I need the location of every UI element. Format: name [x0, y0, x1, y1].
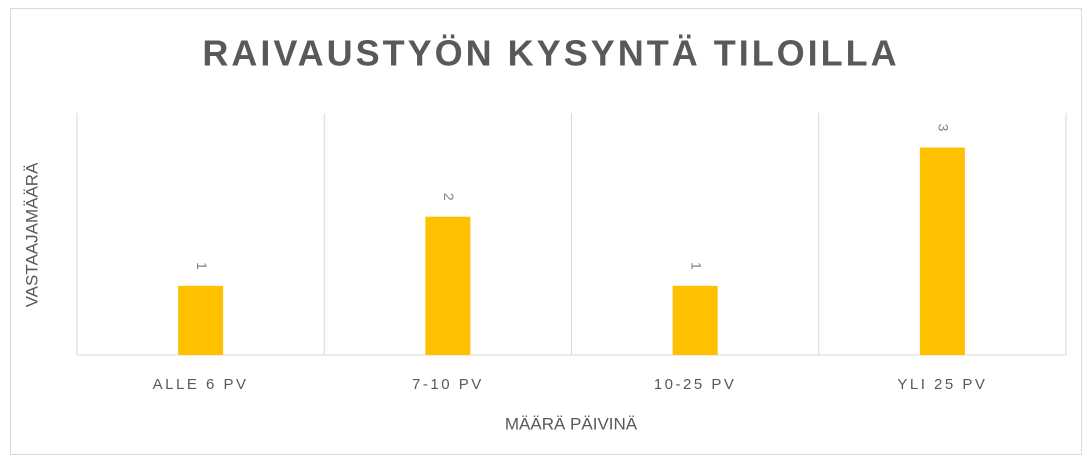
data-label: 1 — [688, 262, 704, 270]
chart-border — [10, 8, 1082, 455]
data-label: 2 — [441, 193, 457, 201]
data-label: 3 — [936, 124, 952, 132]
bar — [425, 216, 471, 355]
bar — [919, 147, 965, 355]
x-tick-label: YLI 25 PV — [897, 376, 987, 393]
y-axis-label: VASTAAJAMÄÄRÄ — [22, 162, 41, 308]
bar — [672, 285, 718, 355]
x-tick-label: ALLE 6 PV — [153, 376, 249, 393]
data-label: 1 — [194, 262, 210, 270]
x-tick-label: 10-25 PV — [654, 376, 737, 393]
bar — [178, 285, 224, 355]
chart-title: RAIVAUSTYÖN KYSYNTÄ TILOILLA — [202, 33, 899, 74]
x-axis-label: MÄÄRÄ PÄIVINÄ — [505, 414, 638, 433]
x-tick-label: 7-10 PV — [412, 376, 484, 393]
